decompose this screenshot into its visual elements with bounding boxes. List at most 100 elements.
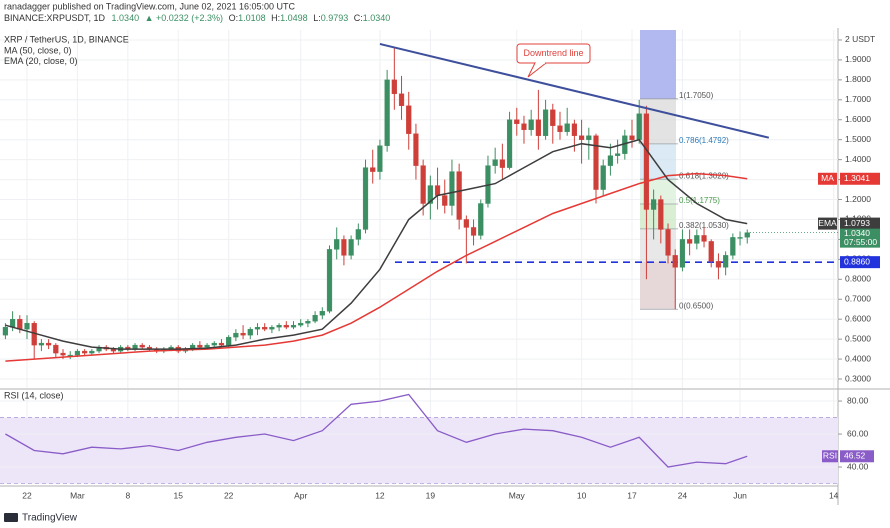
target-zone <box>640 30 676 99</box>
candle-body <box>651 199 657 210</box>
fib-label: 0.5(1.1775) <box>679 196 720 205</box>
annotation-box <box>516 43 591 64</box>
candle-body <box>636 113 642 140</box>
candle-body <box>197 344 203 348</box>
candle-body <box>578 135 585 140</box>
candle-body <box>38 342 45 346</box>
candle-body <box>298 322 304 326</box>
candle-body <box>715 261 722 268</box>
candle-body <box>355 229 361 240</box>
quote-value: 1.0108 <box>238 13 266 23</box>
x-tick-label: Apr <box>294 490 307 500</box>
y-tick-label: 60.00 <box>847 428 869 438</box>
last: 1.0340 <box>112 13 140 23</box>
tag-name-box <box>818 172 837 185</box>
candle-body <box>283 324 289 328</box>
y-tick-label: 1.8000 <box>845 74 871 84</box>
tag-value-box <box>840 450 874 463</box>
candle-body <box>398 93 405 106</box>
fib-label: 0.382(1.0530) <box>679 221 729 230</box>
candle-body <box>420 165 426 204</box>
candle-body <box>262 326 268 330</box>
candle-body <box>542 109 549 136</box>
x-tick-label: 12 <box>375 490 385 500</box>
candle-body <box>391 79 397 95</box>
candle-body <box>737 237 743 239</box>
legend-entry: EMA (20, close, 0) <box>4 56 78 66</box>
candle-body <box>557 125 563 132</box>
y-tick-label: 1.9000 <box>845 54 871 64</box>
last-price-box <box>840 228 880 248</box>
candle-body <box>362 167 369 230</box>
candle-body <box>46 342 52 346</box>
candle-body <box>708 241 714 262</box>
candle-body <box>226 336 232 346</box>
x-tick-label: 15 <box>174 490 184 500</box>
quote-label: C: <box>354 13 363 23</box>
x-tick-label: 22 <box>224 490 234 500</box>
candle-body <box>82 350 88 354</box>
y-tick-label: 0.7000 <box>845 293 871 303</box>
candle-body <box>204 344 210 348</box>
y-tick-label: 1.4000 <box>845 154 871 164</box>
y-tick-label: 1.6000 <box>845 114 871 124</box>
tag-name-box <box>818 217 837 230</box>
candle-body <box>687 239 693 244</box>
candle-body <box>341 239 347 256</box>
brand: TradingView <box>4 513 78 524</box>
candle-body <box>434 185 441 196</box>
candle-body <box>60 352 66 356</box>
candle-body <box>442 195 448 206</box>
quote-label: L: <box>313 13 321 23</box>
candle-body <box>377 145 383 172</box>
y-tick-label: 0.4000 <box>845 353 871 363</box>
candle-body <box>694 235 700 244</box>
candle-body <box>2 326 9 336</box>
x-tick-label: 8 <box>125 490 130 500</box>
fib-label: 0(0.6500) <box>679 301 714 310</box>
candle-body <box>658 199 664 230</box>
y-tick-label: 1.5000 <box>845 134 871 144</box>
x-tick-label: 14 <box>829 490 839 500</box>
candle-body <box>499 159 505 168</box>
quote-label: H: <box>271 13 280 23</box>
candle-body <box>370 167 376 172</box>
candle-body <box>463 219 469 228</box>
candle-body <box>319 311 325 316</box>
x-tick-label: 22 <box>22 490 32 500</box>
last-price-label: 1.0340 <box>844 228 870 238</box>
fib-label: 1(1.7050) <box>679 91 714 100</box>
candle-body <box>701 235 707 242</box>
candle-body <box>17 318 23 330</box>
candle-body <box>427 185 433 204</box>
x-tick-label: 17 <box>627 490 637 500</box>
x-tick-label: 10 <box>577 490 587 500</box>
candle-body <box>312 315 318 322</box>
quote-value: 0.9793 <box>321 13 349 23</box>
candle-body <box>254 326 261 330</box>
candle-body <box>492 159 498 166</box>
candle-body <box>449 171 455 206</box>
candle-body <box>643 113 650 210</box>
publisher: ranadagger published on TradingView.com,… <box>4 1 296 11</box>
change: ▲ +0.0232 (+2.3%) <box>145 13 223 23</box>
candle-body <box>326 249 333 312</box>
candle-body <box>665 229 671 256</box>
y-tick-label: 0.5000 <box>845 333 871 343</box>
pane-title: RSI (14, close) <box>4 390 64 400</box>
tag-name-box <box>822 450 838 463</box>
candle-body <box>269 326 275 330</box>
candle-body <box>730 237 736 256</box>
symbol: BINANCE:XRPUSDT, 1D <box>4 13 106 23</box>
quote-label: O: <box>229 13 239 23</box>
candle-body <box>723 255 729 268</box>
y-tick-label: 0.8000 <box>845 274 871 284</box>
candle-body <box>218 342 225 346</box>
x-tick-label: 19 <box>426 490 436 500</box>
quote-value: 1.0498 <box>280 13 308 23</box>
fib-label: 0.786(1.4792) <box>679 136 729 145</box>
candle-body <box>406 105 412 134</box>
y-tick-label: 2 USDT <box>845 34 875 44</box>
candle-body <box>607 155 614 166</box>
